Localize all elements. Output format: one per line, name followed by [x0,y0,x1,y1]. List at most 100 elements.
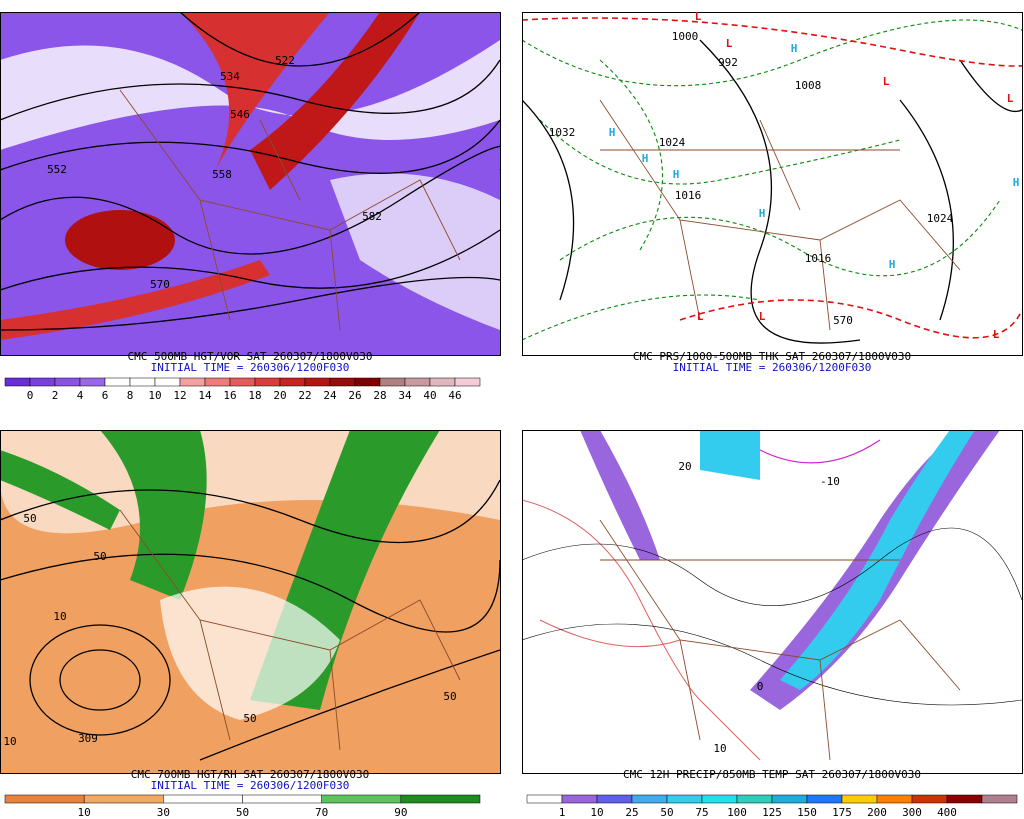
high-center: H [673,168,680,181]
low-center: L [695,10,702,23]
colorbar-label: 40 [423,389,436,402]
colorbar-box [104,377,131,387]
contour-label: 309 [78,732,98,745]
high-center: H [889,258,896,271]
colorbar-box [771,794,808,804]
colorbar-box [701,794,738,804]
colorbar-box [876,794,913,804]
low-center: L [883,75,890,88]
contour-label: 1008 [795,79,822,92]
colorbar-box [279,377,306,387]
colorbar-box [154,377,181,387]
colorbar-box [83,794,164,804]
colorbar-label: 6 [102,389,109,402]
contour-label: 1000 [672,30,699,43]
colorbar-box [321,794,402,804]
colorbar-label: 50 [236,806,249,819]
colorbar-box [736,794,773,804]
low-center: L [993,328,1000,341]
contour-label: 570 [150,278,170,291]
high-center: H [759,207,766,220]
colorbar-box [304,377,331,387]
contour-label: 50 [23,512,36,525]
contour-label: -10 [820,475,840,488]
contour-label: 570 [833,314,853,327]
colorbar-box [179,377,206,387]
colorbar-label: 8 [127,389,134,402]
initial-time: INITIAL TIME = 260306/1200F030 [151,779,350,792]
colorbar-box [79,377,106,387]
colorbar-label: 22 [298,389,311,402]
high-center: H [609,126,616,139]
colorbar-label: 34 [398,389,412,402]
colorbar-box [379,377,406,387]
colorbar-label: 125 [762,806,782,819]
colorbar-box [631,794,668,804]
colorbar-label: 30 [157,806,170,819]
high-center: H [642,152,649,165]
contour-label: 1032 [549,126,576,139]
panel-frames [0,12,1023,774]
colorbar-box [163,794,243,804]
colorbar-label: 24 [323,389,337,402]
colorbar-label: 150 [797,806,817,819]
colorbar-label: 14 [198,389,212,402]
colorbar-label: 12 [173,389,186,402]
colorbar-box [242,794,322,804]
contour-label: 20 [678,460,691,473]
colorbar-label: 46 [448,389,461,402]
colorbar-label: 10 [148,389,161,402]
map-vorticity [0,12,500,355]
colorbar-box [841,794,878,804]
contour-label: 552 [47,163,67,176]
colorbar-box [229,377,256,387]
colorbar-label: 0 [27,389,34,402]
contour-label: 10 [3,735,16,748]
colorbar-label: 2 [52,389,59,402]
colorbar-box [4,794,85,804]
colorbar-box [946,794,983,804]
colorbar-box [596,794,633,804]
colorbar-label: 1 [559,806,566,819]
colorbar-label: 90 [394,806,407,819]
colorbar-label: 16 [223,389,236,402]
colorbar-box [4,377,31,387]
colorbar-label: 25 [625,806,638,819]
high-center: H [791,42,798,55]
colorbar-box [404,377,431,387]
colorbar-box [354,377,381,387]
contour-label: 10 [713,742,726,755]
colorbar-label: 10 [78,806,91,819]
colorbar-box [561,794,598,804]
contour-label: 582 [362,210,382,223]
low-center: L [1007,92,1014,105]
contour-label: 1024 [927,212,954,225]
contour-label: 546 [230,108,250,121]
colorbar-label: 400 [937,806,957,819]
colorbar-label: 18 [248,389,261,402]
colorbar-label: 200 [867,806,887,819]
colorbar-label: 20 [273,389,286,402]
colorbar-box [204,377,231,387]
contour-label: 1016 [805,252,832,265]
panel-title: CMC 500MB HGT/VOR SAT 260307/1800V030 [127,350,372,363]
map-pressure [522,12,1022,355]
colorbar-box [666,794,703,804]
colorbar-label: 28 [373,389,386,402]
colorbar-box [129,377,156,387]
low-center: L [697,310,704,323]
map-humidity [0,430,500,773]
panel-title: CMC 12H PRECIP/850MB TEMP SAT 260307/180… [623,768,921,781]
contour-label: 0 [757,680,764,693]
colorbar-label: 26 [348,389,361,402]
colorbar-box [54,377,81,387]
colorbar-label: 100 [727,806,747,819]
contour-label: 558 [212,168,232,181]
colorbar-box [526,794,563,804]
colorbar-box [254,377,281,387]
initial-time: INITIAL TIME = 260306/1200F030 [151,361,350,374]
colorbar-box [29,377,56,387]
colorbar-box [329,377,356,387]
contour-label: 50 [93,550,106,563]
